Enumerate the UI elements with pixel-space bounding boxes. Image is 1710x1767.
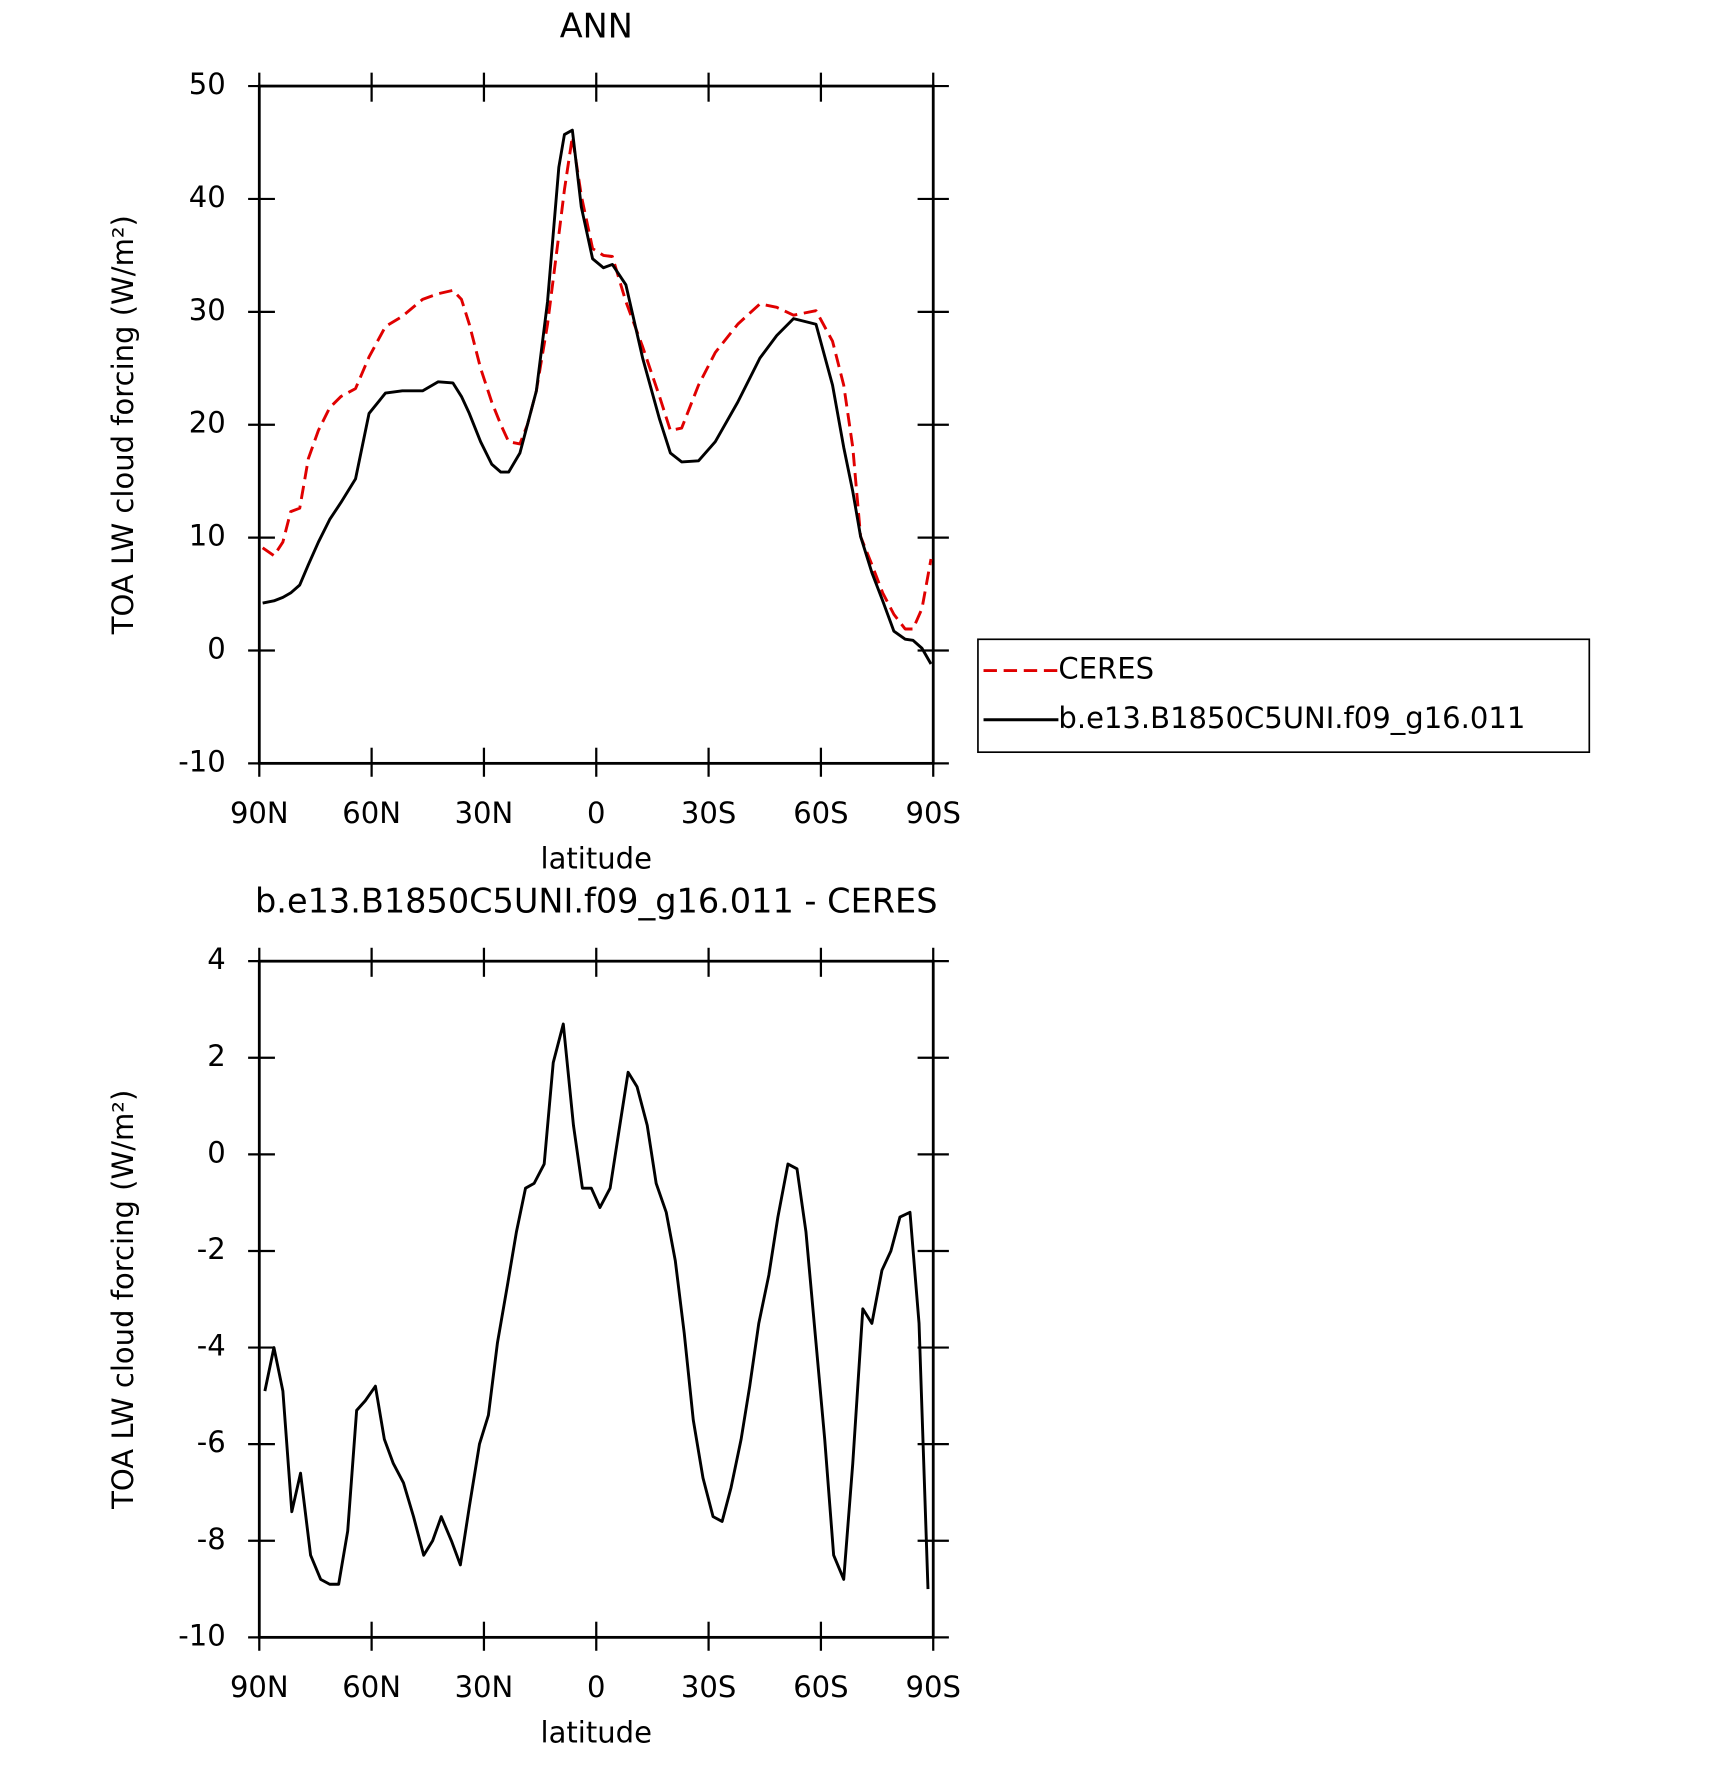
x-tick-label: 90N bbox=[230, 796, 289, 830]
chart-title: ANN bbox=[560, 6, 633, 45]
y-tick-label: 0 bbox=[207, 1135, 225, 1169]
data-line bbox=[262, 128, 933, 665]
y-tick-label: 20 bbox=[189, 406, 226, 440]
x-tick-label: 60N bbox=[342, 796, 401, 830]
x-tick-label: 60S bbox=[793, 796, 848, 830]
y-tick-label: -4 bbox=[197, 1329, 226, 1363]
y-tick-label: -8 bbox=[197, 1522, 226, 1556]
chart-title: b.e13.B1850C5UNI.f09_g16.011 - CERES bbox=[255, 882, 937, 921]
x-tick-label: 0 bbox=[587, 1670, 605, 1704]
y-axis-label: TOA LW cloud forcing (W/m²) bbox=[106, 215, 140, 635]
y-tick-label: -2 bbox=[197, 1232, 226, 1266]
legend-label: b.e13.B1850C5UNI.f09_g16.011 bbox=[1058, 701, 1525, 735]
y-tick-label: -6 bbox=[197, 1425, 226, 1459]
data-line bbox=[261, 135, 933, 631]
data-line bbox=[263, 1022, 930, 1590]
x-tick-label: 60S bbox=[793, 1670, 848, 1704]
x-axis-label: latitude bbox=[541, 1716, 652, 1750]
x-tick-label: 30S bbox=[681, 1670, 736, 1704]
x-tick-label: 30N bbox=[455, 796, 514, 830]
y-tick-label: 4 bbox=[207, 942, 225, 976]
x-tick-label: 90S bbox=[906, 796, 961, 830]
legend-label: CERES bbox=[1058, 652, 1154, 686]
y-tick-label: 10 bbox=[189, 519, 226, 553]
x-tick-label: 90S bbox=[906, 1670, 961, 1704]
y-tick-label: 2 bbox=[207, 1039, 225, 1073]
x-axis-label: latitude bbox=[541, 842, 652, 876]
x-tick-label: 30S bbox=[681, 796, 736, 830]
x-tick-label: 30N bbox=[455, 1670, 514, 1704]
y-tick-label: 30 bbox=[189, 293, 226, 327]
y-axis-label: TOA LW cloud forcing (W/m²) bbox=[106, 1090, 140, 1510]
x-tick-label: 90N bbox=[230, 1670, 289, 1704]
legend-box bbox=[977, 638, 1591, 754]
y-tick-label: 50 bbox=[189, 67, 226, 101]
y-tick-label: -10 bbox=[178, 744, 225, 778]
x-tick-label: 0 bbox=[587, 796, 605, 830]
y-tick-label: 0 bbox=[207, 631, 225, 665]
y-tick-label: -10 bbox=[178, 1618, 225, 1652]
y-tick-label: 40 bbox=[189, 180, 226, 214]
x-tick-label: 60N bbox=[342, 1670, 401, 1704]
